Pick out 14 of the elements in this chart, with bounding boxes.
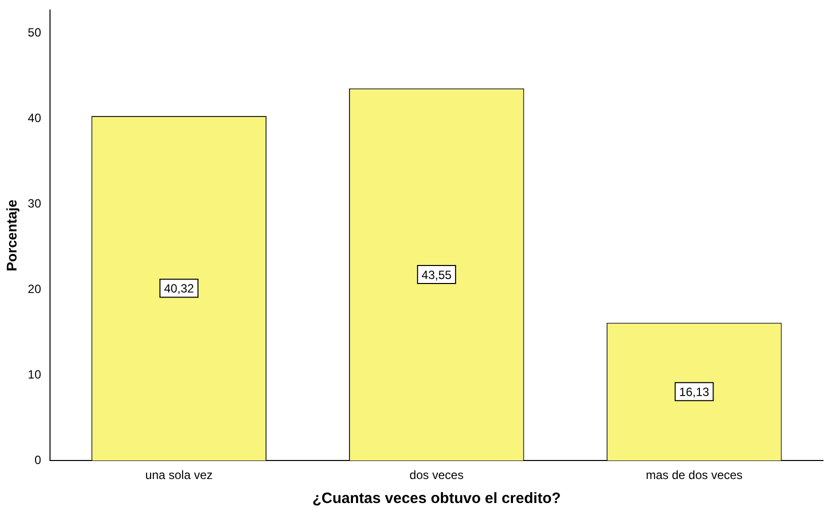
y-tick-label: 40 <box>28 111 42 126</box>
y-tick-label: 10 <box>28 367 42 382</box>
y-tick-label: 0 <box>34 452 42 467</box>
x-tick-label: mas de dos veces <box>646 468 743 482</box>
x-tick-label: una sola vez <box>145 468 213 482</box>
x-tick-label: dos veces <box>410 468 464 482</box>
x-axis-title: ¿Cuantas veces obtuvo el credito? <box>312 490 561 508</box>
data-label: 43,55 <box>422 268 452 282</box>
y-tick-label: 30 <box>28 196 42 211</box>
y-tick-label: 20 <box>28 282 42 296</box>
data-label: 40,32 <box>164 282 194 296</box>
y-axis-title: Porcentaje <box>3 199 20 272</box>
data-label: 16,13 <box>679 384 710 399</box>
y-tick-label: 50 <box>28 26 42 40</box>
